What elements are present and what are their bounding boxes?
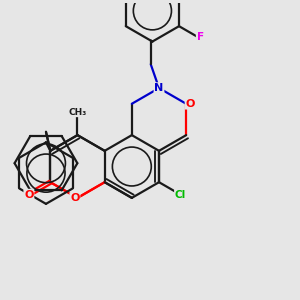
Text: F: F (196, 32, 204, 42)
Text: O: O (185, 99, 195, 109)
Text: N: N (154, 83, 164, 93)
Text: CH₃: CH₃ (68, 107, 87, 116)
Text: O: O (24, 190, 34, 200)
Text: O: O (70, 193, 80, 203)
Text: Cl: Cl (175, 190, 186, 200)
